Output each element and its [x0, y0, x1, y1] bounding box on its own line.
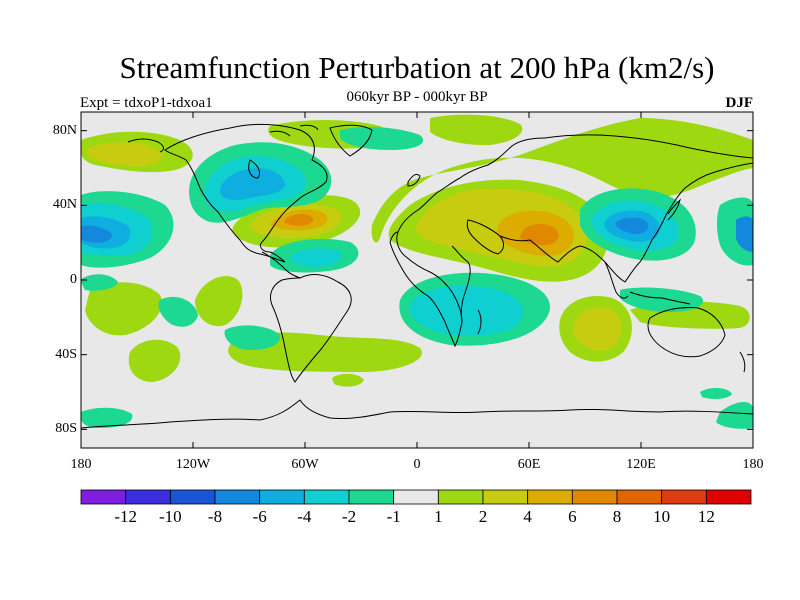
- coast-new-zealand: [739, 351, 746, 373]
- coast-hudson: [248, 159, 261, 179]
- colorbar-swatch: [80, 489, 127, 505]
- x-tick-label: 120W: [175, 457, 211, 472]
- coast-central-america: [261, 251, 301, 279]
- colorbar-swatch: [259, 489, 305, 505]
- colorbar-label: 8: [612, 507, 622, 526]
- coast-asia-north: [544, 134, 753, 159]
- positive-region-indian-inner: [573, 307, 622, 351]
- coast-greenland: [329, 124, 373, 157]
- y-tick-label: 40S: [55, 346, 77, 362]
- axis-ticks: [80, 112, 754, 448]
- coast-africa-east: [451, 245, 471, 323]
- coast-asia: [499, 162, 753, 283]
- colorbar-label: 4: [523, 507, 532, 526]
- negative-region-east-asia-peak: [615, 217, 649, 234]
- colorbar: [80, 489, 752, 505]
- colorbar-label: 10: [653, 507, 671, 526]
- contour-field: [81, 112, 753, 448]
- colorbar-label: -6: [252, 507, 267, 526]
- colorbar-label: -8: [207, 507, 223, 526]
- experiment-label: Expt = tdxoP1-tdxoa1: [80, 95, 213, 111]
- positive-region-arctic-2: [430, 114, 523, 146]
- colorbar-swatch: [393, 489, 439, 505]
- negative-region-west-pacific-edge-core: [736, 216, 753, 252]
- coast-madagascar: [477, 309, 482, 335]
- colorbar-swatch: [661, 489, 707, 505]
- x-tick-label: 0: [413, 457, 421, 472]
- negative-region-arctic: [340, 127, 424, 150]
- negative-region-north-america-core: [220, 168, 285, 200]
- coast-britain: [407, 173, 421, 187]
- coast-australia: [647, 307, 726, 358]
- x-tick-label: 60E: [517, 457, 541, 472]
- negative-region-southern-west: [158, 296, 198, 327]
- positive-region-east-pacific: [195, 276, 243, 327]
- coast-indochina: [604, 261, 629, 299]
- colorbar-swatch: [348, 489, 395, 505]
- negative-region-maritime: [620, 287, 704, 312]
- positive-region-atlantic-peak: [284, 214, 314, 226]
- coast-indonesia: [629, 291, 691, 305]
- x-tick-label: 60W: [291, 457, 319, 472]
- negative-region-south-pacific-mid: [81, 274, 118, 291]
- colorbar-swatch: [616, 489, 663, 505]
- x-tick-label: 180: [742, 457, 764, 472]
- colorbar-label: -1: [386, 507, 401, 526]
- coast-alaska: [127, 138, 164, 153]
- colorbar-swatch: [437, 489, 484, 505]
- colorbar-label: 1: [434, 507, 443, 526]
- colorbar-label: -12: [114, 507, 137, 526]
- colorbar-label: -4: [297, 507, 312, 526]
- x-tick-label: 120E: [626, 457, 656, 472]
- colorbar-swatch: [527, 489, 573, 505]
- chart-title: Streamfunction Perturbation at 200 hPa (…: [119, 50, 715, 85]
- colorbar-swatch: [169, 489, 216, 505]
- coast-arabia: [466, 219, 504, 255]
- negative-region-south-atlantic-west: [224, 325, 281, 350]
- colorbar-label: 2: [478, 507, 488, 526]
- positive-region-antarctic-east: [716, 401, 753, 429]
- x-tick-label: 180: [70, 457, 92, 472]
- coastlines: [81, 123, 753, 429]
- coast-japan: [667, 198, 681, 221]
- colorbar-label: -10: [158, 507, 182, 526]
- positive-region-south-pacific-west: [85, 282, 162, 336]
- coast-antarctica: [81, 399, 753, 429]
- y-tick-label: 80S: [55, 421, 77, 437]
- coast-arctic-islands: [269, 124, 319, 137]
- colorbar-swatch: [571, 489, 618, 505]
- positive-region-far-south-pacific: [128, 339, 181, 382]
- negative-region-central-atlantic-inner: [290, 248, 342, 267]
- positive-region-antarctic-east-2: [700, 388, 732, 399]
- negative-region-africa-south-inner: [409, 285, 523, 336]
- positive-region-north-pacific-inner: [88, 142, 163, 166]
- season-label: DJF: [725, 95, 754, 111]
- coast-europe: [397, 137, 546, 233]
- colorbar-swatch: [125, 489, 171, 505]
- positive-region-eurasia: [371, 118, 753, 243]
- colorbar-swatch: [482, 489, 529, 505]
- colorbar-swatch: [214, 489, 261, 505]
- negative-region-north-pacific-peak: [81, 225, 112, 243]
- chart-subtitle: 060kyr BP - 000kyr BP: [346, 89, 488, 105]
- coast-south-america: [269, 274, 352, 383]
- y-tick-label: 0: [70, 272, 77, 287]
- y-tick-label: 40N: [52, 197, 77, 213]
- colorbar-swatch: [303, 489, 350, 505]
- positive-region-antarctic-west: [81, 407, 133, 428]
- coast-africa: [389, 231, 463, 348]
- colorbar-label: -2: [341, 507, 357, 526]
- colorbar-label: 12: [697, 507, 715, 526]
- coast-north-america: [164, 123, 328, 263]
- positive-region-drake: [332, 373, 364, 387]
- y-tick-label: 80N: [52, 122, 77, 138]
- colorbar-swatch: [705, 489, 752, 505]
- colorbar-label: 6: [568, 507, 577, 526]
